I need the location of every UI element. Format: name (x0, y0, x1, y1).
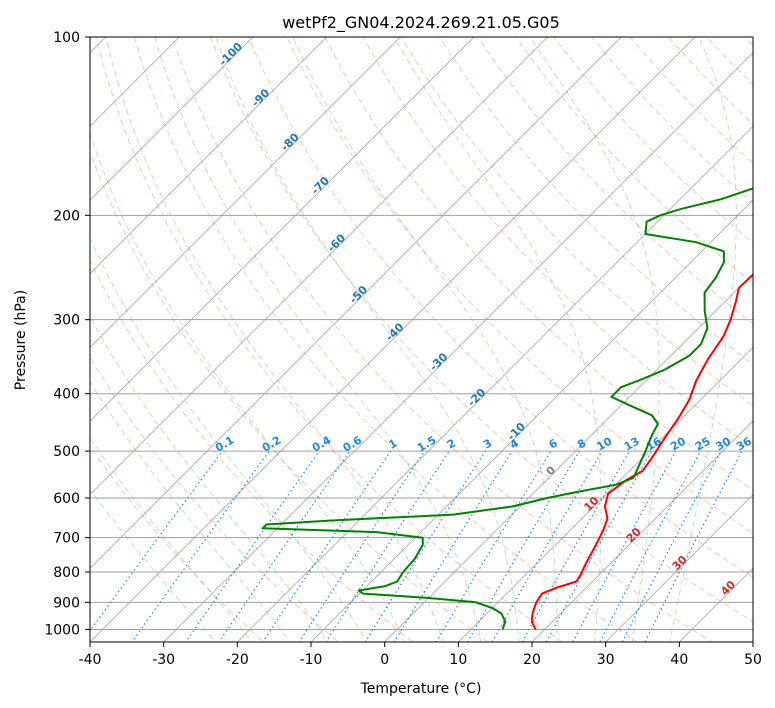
sounding-profiles (261, 187, 753, 630)
isotherm-line (90, 37, 254, 201)
mixing-ratio-line (521, 450, 631, 642)
isotherm-line (90, 37, 402, 349)
y-tick-label: 100 (53, 30, 80, 46)
moist-adiabat-line (529, 37, 660, 642)
dry-adiabat-line (324, 37, 753, 491)
isotherm-line (90, 37, 549, 496)
y-tick-label: 200 (53, 208, 80, 224)
moist-adiabat-line (90, 380, 291, 642)
mixing-ratio-line (644, 450, 743, 642)
isotherms (90, 37, 753, 642)
x-tick-label: 0 (380, 652, 389, 668)
x-tick-label: 30 (597, 652, 615, 668)
y-tick-label: 700 (53, 531, 80, 547)
dry-adiabat-line (90, 150, 489, 642)
x-tick-label: -20 (226, 652, 249, 668)
x-tick-label: 40 (670, 652, 688, 668)
temperature-profile-line (530, 273, 753, 630)
dry-adiabat-line (90, 356, 339, 642)
isotherm-line (604, 493, 753, 642)
y-axis-label: Pressure (hPa) (13, 290, 29, 390)
isotherm-line (457, 346, 753, 642)
moist-adiabat-line (90, 488, 216, 642)
dry-adiabat-line (171, 37, 713, 642)
x-tick-label: 50 (744, 652, 762, 668)
moist-adiabat-line (90, 315, 329, 642)
moist-adiabat-line (215, 37, 520, 642)
mixing-ratio-line (185, 450, 320, 642)
mixing-ratio-line (572, 450, 677, 642)
x-tick-label: -30 (152, 652, 175, 668)
isotherm-line (236, 125, 753, 642)
y-tick-label: 300 (53, 313, 80, 329)
x-tick-label: -40 (79, 652, 102, 668)
moist-adiabat-line (292, 37, 558, 642)
isotherm-line (383, 272, 753, 642)
x-tick-label: -10 (300, 652, 323, 668)
moist-adiabat-line (669, 37, 737, 642)
mixing-ratio-line (393, 450, 513, 642)
moist-adiabat-line (90, 437, 254, 642)
mixing-ratio-line (218, 450, 351, 642)
moist-adiabat-line (394, 37, 602, 642)
isotherm-line (90, 37, 181, 128)
mixing-ratio-line (621, 450, 722, 642)
chart-title: wetPf2_GN04.2024.269.21.05.G05 (282, 13, 560, 33)
dry-adiabat-line (95, 37, 564, 642)
isotherm-line (531, 420, 753, 642)
mixing-ratio-line (545, 450, 653, 642)
isotherm-line (90, 37, 623, 570)
y-tick-label: 500 (53, 444, 80, 460)
mixing-ratio-label: 36 (734, 434, 754, 453)
plot-frame (89, 36, 754, 643)
moist-adiabat-line (90, 236, 367, 642)
mixing-ratio-line (325, 450, 450, 642)
mixing-ratio-lines (90, 450, 743, 642)
y-tick-label: 600 (53, 491, 80, 507)
isotherm-line (162, 51, 753, 642)
axes: -40 -30 -20 -10 0 10 20 30 40 50 100 200 300 400 500 60… (44, 30, 762, 668)
mixing-ratio-line (491, 450, 603, 642)
y-tick-label: 1000 (44, 622, 80, 638)
x-tick-label: 10 (449, 652, 467, 668)
y-tick-label: 800 (53, 565, 80, 581)
isotherm-line (90, 37, 475, 422)
dry-adiabat-line (362, 37, 753, 449)
moist-adiabat-line (154, 37, 482, 642)
isotherm-line (90, 37, 696, 642)
dry-adiabat-line (90, 259, 414, 642)
dewpoint-profile-line (261, 187, 753, 630)
dry-adiabats (90, 37, 753, 642)
dry-adiabat-line (133, 37, 638, 642)
mixing-ratio-line (435, 450, 552, 642)
x-axis-label: Temperature (°C) (360, 681, 482, 697)
dry-adiabat-line (248, 37, 753, 578)
dry-adiabat-line (515, 37, 753, 284)
x-tick-label: 20 (523, 652, 541, 668)
dry-adiabat-line (90, 445, 265, 642)
isotherm-line (90, 37, 328, 275)
dry-adiabat-line (209, 37, 753, 623)
mixing-ratio-line (599, 450, 702, 642)
plot-area: 0.1 0.2 0.4 0.6 1 1.5 2 3 4 6 8 10 13 16 20 25 30 36-100-… (90, 37, 754, 642)
y-tick-label: 900 (53, 595, 80, 611)
mixing-ratio-line (90, 450, 223, 632)
y-tick-label: 400 (53, 387, 80, 403)
isotherm-line (310, 199, 753, 642)
